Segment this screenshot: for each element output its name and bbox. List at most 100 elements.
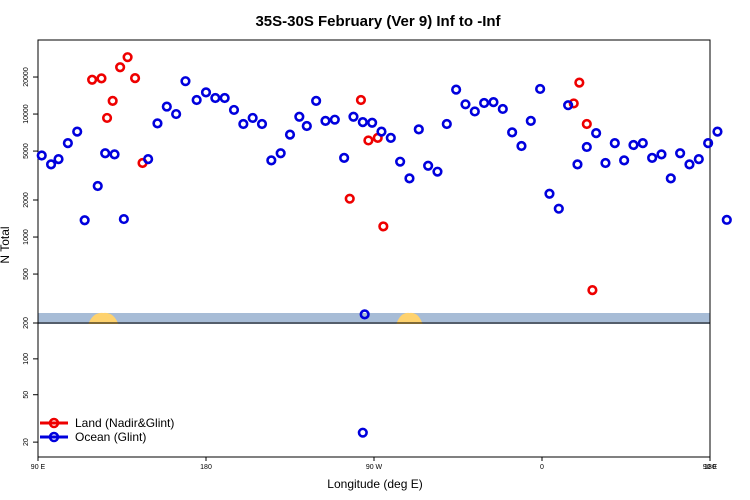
land-point [363, 135, 374, 146]
y-tick-label: 1000 [23, 229, 30, 245]
ocean-point [210, 92, 221, 104]
ocean-point [294, 111, 305, 122]
ocean-point [516, 140, 527, 152]
y-tick-label: 500 [23, 268, 30, 280]
ocean-point [479, 97, 490, 109]
y-axis-label: N Total [0, 226, 12, 263]
ocean-point [45, 159, 57, 170]
ocean-point [100, 148, 111, 159]
ocean-point [460, 99, 471, 110]
ocean-point [619, 155, 630, 166]
data-points [36, 52, 732, 438]
ocean-point [367, 117, 378, 128]
legend: Land (Nadir&Glint) Ocean (Glint) [40, 416, 174, 444]
ocean-point [256, 118, 268, 130]
ocean-point [647, 152, 658, 163]
ocean-point [228, 104, 240, 116]
ocean-point [92, 180, 103, 192]
legend-marker-land [48, 417, 60, 429]
y-tick-label: 2000 [23, 192, 30, 208]
ocean-point [497, 103, 508, 115]
y-tick-label: 100 [23, 353, 30, 365]
chart-title: 35S-30S February (Ver 9) Inf to -Inf [255, 13, 501, 30]
ocean-point [200, 87, 212, 98]
ocean-point [329, 114, 340, 125]
x-tick-label: 180 [200, 464, 212, 471]
ocean-point [161, 101, 172, 112]
ocean-point [684, 159, 695, 170]
ocean-strip [38, 313, 710, 324]
ocean-point [535, 83, 546, 95]
land-point [107, 95, 118, 106]
ocean-point [693, 154, 704, 165]
land-point [115, 62, 126, 73]
ocean-point [53, 154, 64, 165]
ocean-point [385, 132, 396, 143]
legend-label-land: Land (Nadir&Glint) [75, 416, 174, 430]
legend-marker-ocean [48, 431, 60, 443]
ocean-point [609, 138, 620, 149]
ocean-point [628, 139, 639, 151]
ocean-point [591, 127, 602, 139]
land-point [355, 94, 367, 106]
land-point [378, 221, 389, 232]
ocean-point [376, 126, 387, 137]
ocean-point [675, 148, 686, 159]
ocean-point [301, 120, 312, 132]
land-point [122, 52, 133, 63]
upper-panel-frame [37, 39, 711, 324]
ocean-point [143, 154, 154, 165]
ocean-point [469, 106, 480, 117]
land-point [101, 112, 113, 124]
legend-entry-land: Land (Nadir&Glint) [40, 416, 174, 430]
ocean-point [721, 214, 732, 225]
ocean-point [36, 150, 47, 161]
land-point [574, 77, 585, 88]
ocean-point [247, 112, 258, 124]
y-tick-label: 50 [23, 391, 30, 399]
ocean-point [348, 111, 359, 122]
land-ocean-strip [38, 312, 710, 324]
ocean-point [413, 124, 424, 135]
land-point [87, 74, 98, 85]
ocean-point [441, 118, 452, 130]
ocean-point [357, 427, 368, 438]
land-point [568, 98, 579, 109]
legend-label-ocean: Ocean (Glint) [75, 430, 146, 444]
x-tick-label: 180 [704, 464, 716, 471]
ocean-point [395, 156, 406, 167]
ocean-point [600, 157, 611, 169]
y-tick-label: 20 [23, 438, 30, 446]
ocean-point [357, 117, 368, 128]
land-point [344, 193, 355, 204]
ocean-point [339, 152, 350, 163]
x-tick-label: 90 E [31, 464, 46, 471]
y-tick-label: 20000 [23, 67, 30, 87]
ocean-point [311, 95, 322, 106]
ocean-point [665, 173, 676, 184]
lower-y-axis: 20 50 100 200 [23, 317, 38, 446]
upper-y-axis: 500 1000 2000 5000 10000 20000 [23, 67, 38, 280]
ocean-point [72, 126, 83, 137]
ocean-point [656, 149, 667, 160]
ocean-point [118, 213, 129, 225]
ocean-point [712, 126, 723, 137]
land-point [581, 118, 592, 130]
ocean-point [581, 141, 592, 153]
x-tick-label: 90 E [703, 464, 718, 471]
land-segment [88, 312, 119, 324]
legend-entry-ocean: Ocean (Glint) [40, 430, 146, 444]
ocean-point [180, 76, 191, 87]
ocean-point [451, 84, 462, 95]
ocean-point [284, 129, 296, 140]
ocean-point [275, 148, 286, 159]
x-tick-label: 0 [540, 464, 544, 471]
ocean-point [109, 149, 120, 160]
ocean-point [266, 155, 277, 166]
ocean-point [553, 203, 564, 214]
land-point [96, 73, 107, 84]
ocean-point [152, 118, 163, 129]
ocean-point [79, 215, 90, 226]
ocean-point [219, 92, 230, 104]
